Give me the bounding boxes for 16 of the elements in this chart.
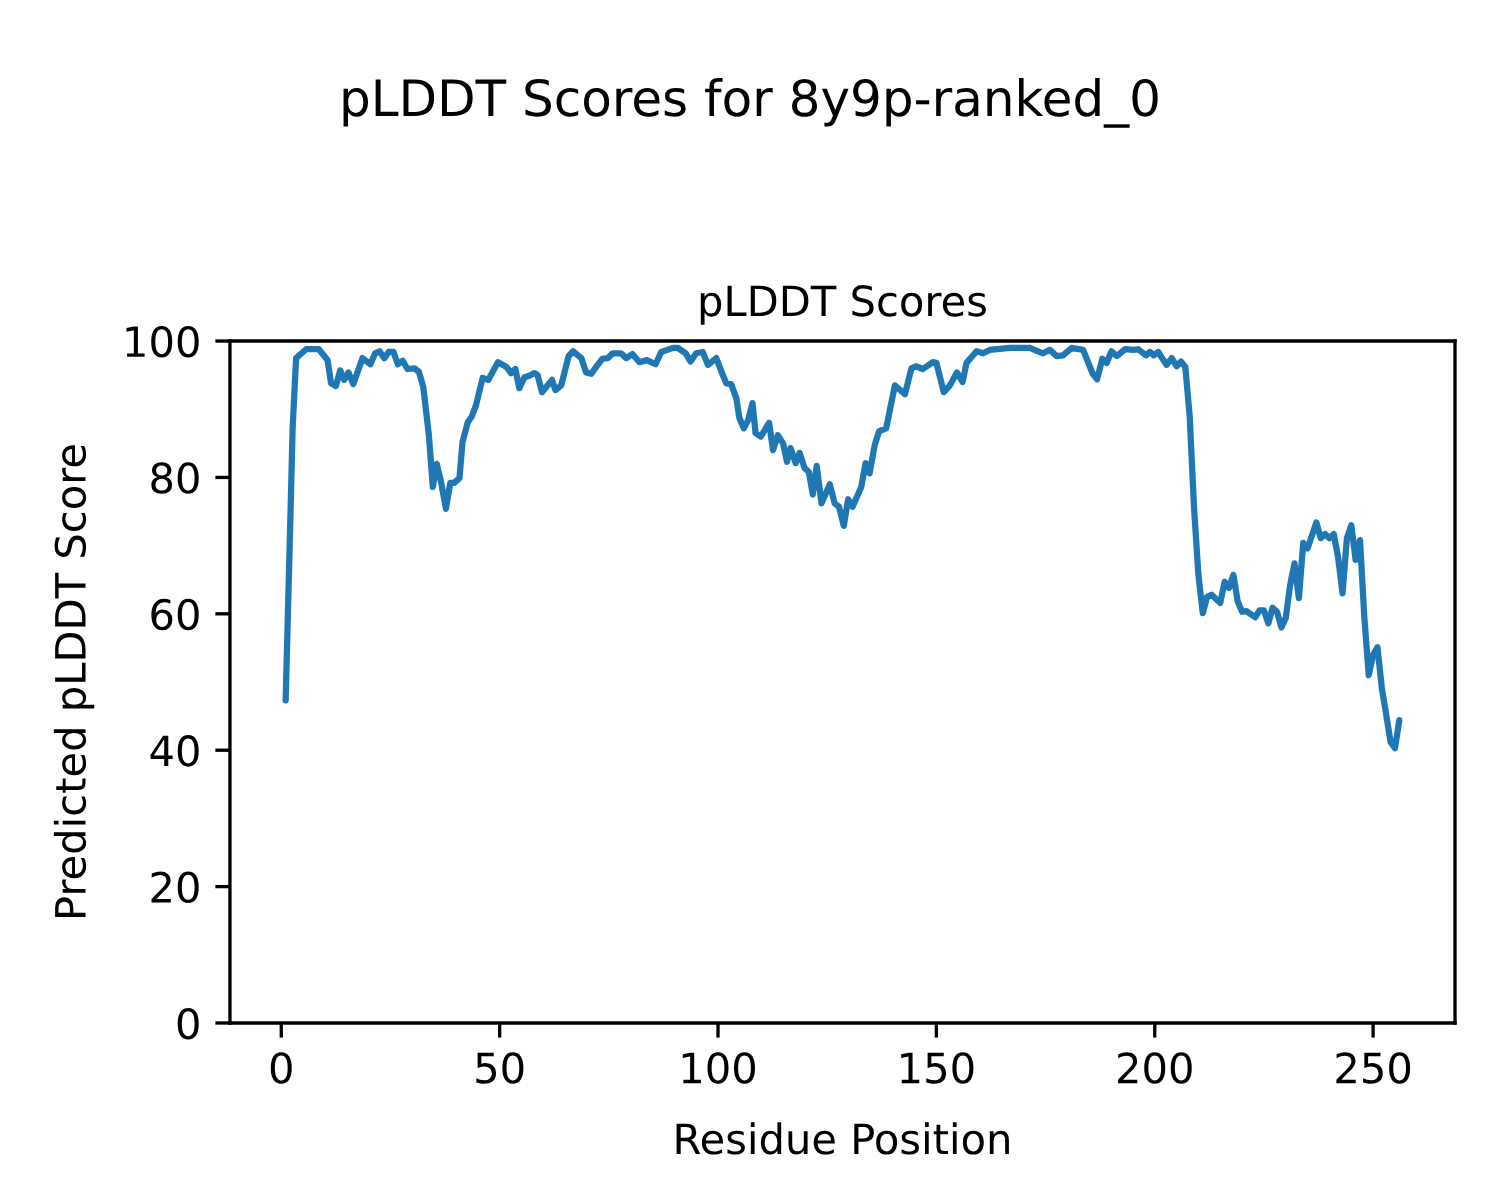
chart-subtitle: pLDDT Scores	[700, 285, 986, 325]
y-axis-title: Predicted pLDDT Score	[53, 445, 95, 917]
x-tick-label: 100	[682, 1052, 755, 1084]
x-tick-label: 50	[476, 1052, 524, 1084]
y-tick-label: 40	[150, 735, 199, 767]
x-tick-label: 0	[270, 1052, 292, 1084]
x-tick-label: 250	[1336, 1052, 1411, 1084]
chart-title: pLDDT Scores for 8y9p-ranked_0	[343, 78, 1158, 128]
x-tick-label: 150	[901, 1052, 974, 1084]
x-tick-label: 200	[1118, 1052, 1192, 1084]
y-tick-label: 60	[151, 598, 199, 631]
y-tick-label: 20	[151, 871, 199, 904]
x-axis-title: Residue Position	[676, 1122, 1009, 1155]
y-tick-label: 100	[126, 325, 199, 358]
y-tick-label: 0	[177, 1007, 199, 1040]
y-tick-label: 80	[151, 462, 199, 494]
